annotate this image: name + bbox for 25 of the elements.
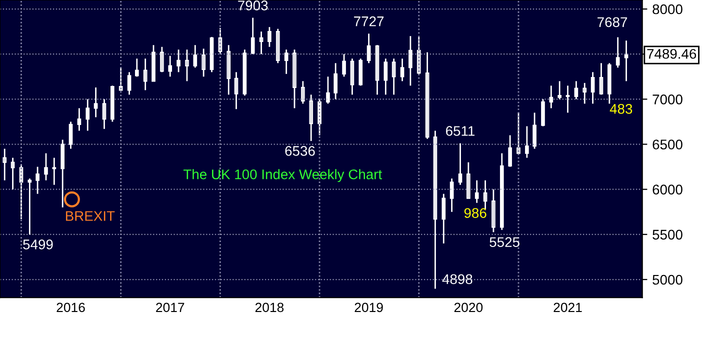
annotation: 5525 <box>490 237 520 248</box>
text: The UK 100 Index Weekly Chart <box>183 169 382 182</box>
x-tick-label: 2020 <box>454 302 483 312</box>
annotation: 7903 <box>238 0 268 10</box>
annotation: 6511 <box>446 126 475 136</box>
annotation: 483 <box>610 104 632 114</box>
y-tick-label: 6500 <box>652 140 682 150</box>
annotation: BREXIT <box>66 211 115 221</box>
x-tick-label: 2021 <box>554 302 582 312</box>
y-tick-label: 5500 <box>652 230 682 240</box>
y-tick-label: 5000 <box>652 274 682 285</box>
annotation: 6536 <box>285 146 315 156</box>
x-tick-label: 2017 <box>156 302 184 312</box>
annotation: 4898 <box>442 274 472 284</box>
x-tick-label: 2019 <box>354 302 383 312</box>
annotation: 5499 <box>23 240 53 250</box>
annotation: 986 <box>464 208 486 218</box>
x-tick-label: 2018 <box>255 302 284 312</box>
y-tick-label: 6000 <box>652 184 682 195</box>
x-tick-label: 2016 <box>56 302 85 312</box>
y-tick-label: 7000 <box>652 94 682 104</box>
y-tick-label: 8000 <box>652 4 682 14</box>
text: 7489.46 <box>647 48 696 59</box>
annotation: 7727 <box>354 16 384 26</box>
annotation: 7687 <box>598 17 628 28</box>
